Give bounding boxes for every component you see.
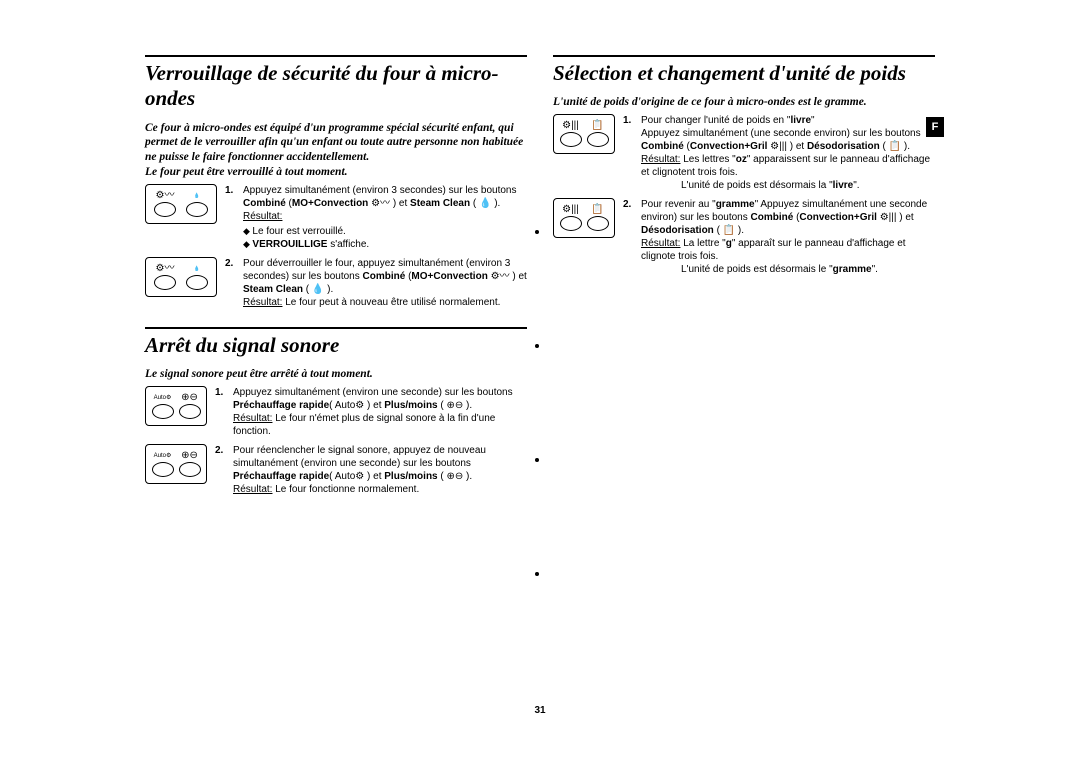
section-title-signal: Arrêt du signal sonore (145, 327, 527, 358)
signal-step-2: Auto⚙ ⊕⊖ 2. Pour réenclencher le signal … (145, 444, 527, 496)
step-text: 2. Pour revenir au "gramme" Appuyez simu… (623, 198, 935, 276)
button-panel: ⚙||| 📋 (553, 114, 615, 154)
right-column: Sélection et changement d'unité de poids… (553, 55, 935, 502)
convgrill-icon: ⚙||| (562, 206, 579, 215)
combi-icon: ⚙〰 (156, 265, 175, 274)
oval-button (154, 202, 176, 217)
plusminus-icon: ⊕⊖ (181, 394, 198, 403)
edge-tab: F (926, 117, 944, 137)
sub-unit: L'unité de poids d'origine de ce four à … (553, 96, 935, 108)
step-text: 1. Pour changer l'unité de poids en "liv… (623, 114, 935, 192)
sub-lock: Le four peut être verrouillé à tout mome… (145, 166, 527, 178)
oval-button (560, 216, 582, 231)
oval-button (560, 132, 582, 147)
left-column: Verrouillage de sécurité du four à micro… (145, 55, 527, 502)
unit-step-2: ⚙||| 📋 2. Pour revenir au "gramme" Appuy… (553, 198, 935, 276)
page-number: 31 (534, 705, 545, 716)
signal-step-1: Auto⚙ ⊕⊖ 1. Appuyez simultanément (envir… (145, 386, 527, 438)
lock-step-2: ⚙〰 💧 2. Pour déverrouiller le four, appu… (145, 257, 527, 309)
step-text: 1. Appuyez simultanément (environ 3 seco… (225, 184, 527, 251)
oval-button (179, 404, 201, 419)
section-title-unit: Sélection et changement d'unité de poids (553, 55, 935, 86)
steam-icon: 💧 (194, 192, 200, 201)
intro-lock: Ce four à micro-ondes est équipé d'un pr… (145, 121, 527, 164)
button-panel: ⚙||| 📋 (553, 198, 615, 238)
oval-button (186, 202, 208, 217)
step-text: 2. Pour réenclencher le signal sonore, a… (215, 444, 527, 496)
combi-icon: ⚙〰 (156, 192, 175, 201)
button-panel: ⚙〰 💧 (145, 184, 217, 224)
deodor-icon: 📋 (591, 206, 603, 215)
sub-signal: Le signal sonore peut être arrêté à tout… (145, 368, 527, 380)
oval-button (186, 275, 208, 290)
button-panel: ⚙〰 💧 (145, 257, 217, 297)
button-panel: Auto⚙ ⊕⊖ (145, 444, 207, 484)
step-text: 2. Pour déverrouiller le four, appuyez s… (225, 257, 527, 309)
preheat-icon: Auto⚙ (154, 452, 172, 461)
oval-button (179, 462, 201, 477)
oval-button (152, 462, 174, 477)
plusminus-icon: ⊕⊖ (181, 452, 198, 461)
convgrill-icon: ⚙||| (562, 122, 579, 131)
oval-button (587, 132, 609, 147)
lock-step-1: ⚙〰 💧 1. Appuyez simultanément (environ 3… (145, 184, 527, 251)
oval-button (587, 216, 609, 231)
manual-page: Verrouillage de sécurité du four à micro… (145, 55, 935, 502)
step-text: 1. Appuyez simultanément (environ une se… (215, 386, 527, 438)
separator-dots (535, 230, 539, 576)
unit-step-1: ⚙||| 📋 1. Pour changer l'unité de poids … (553, 114, 935, 192)
steam-icon: 💧 (194, 265, 200, 274)
deodor-icon: 📋 (591, 122, 603, 131)
button-panel: Auto⚙ ⊕⊖ (145, 386, 207, 426)
oval-button (154, 275, 176, 290)
section-title-lock: Verrouillage de sécurité du four à micro… (145, 55, 527, 111)
oval-button (152, 404, 174, 419)
preheat-icon: Auto⚙ (154, 394, 172, 403)
